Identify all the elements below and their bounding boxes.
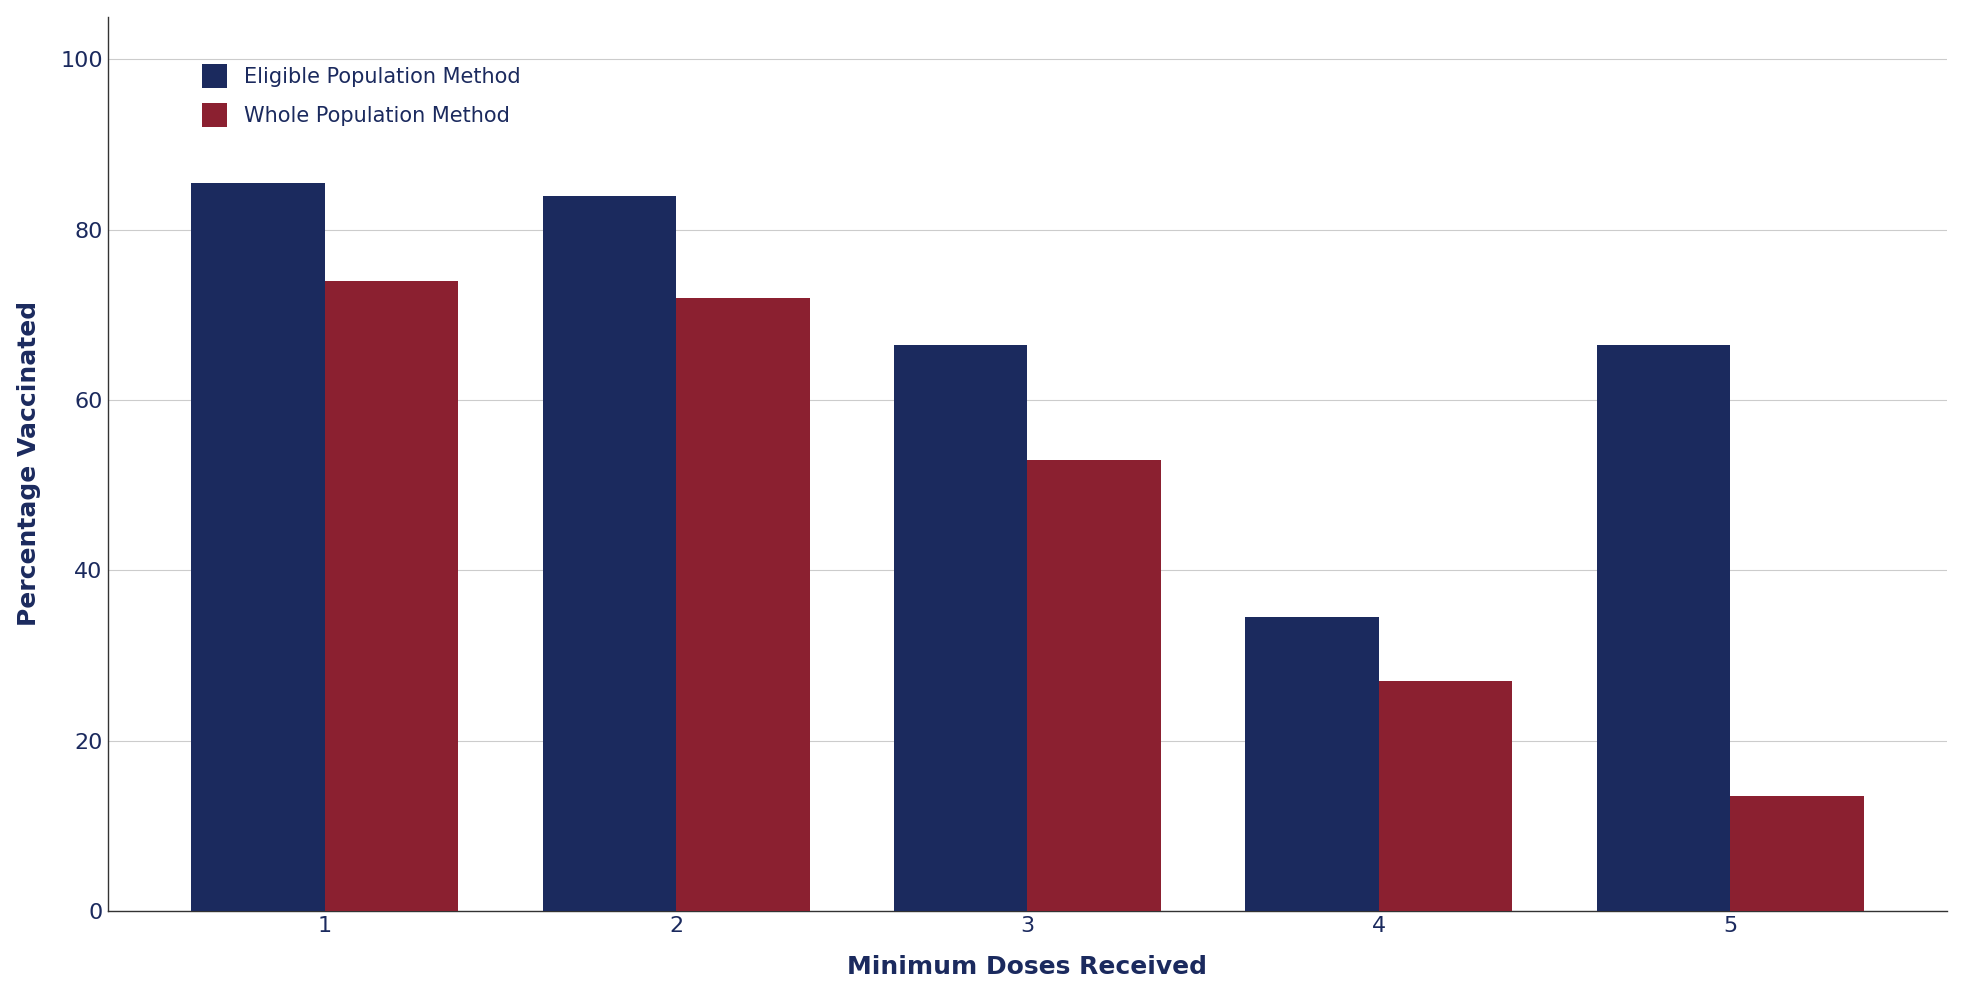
Legend: Eligible Population Method, Whole Population Method: Eligible Population Method, Whole Popula… [192, 54, 530, 137]
Bar [1730, 796, 1864, 911]
Bar [1597, 345, 1730, 911]
Y-axis label: Percentage Vaccinated: Percentage Vaccinated [16, 301, 41, 626]
Bar [542, 195, 676, 911]
Bar [1245, 618, 1379, 911]
X-axis label: Minimum Doses Received: Minimum Doses Received [846, 955, 1208, 979]
Bar [1027, 459, 1161, 911]
Bar [324, 281, 458, 911]
Bar [676, 298, 809, 911]
Bar [191, 182, 324, 911]
Bar [894, 345, 1027, 911]
Bar [1379, 681, 1512, 911]
